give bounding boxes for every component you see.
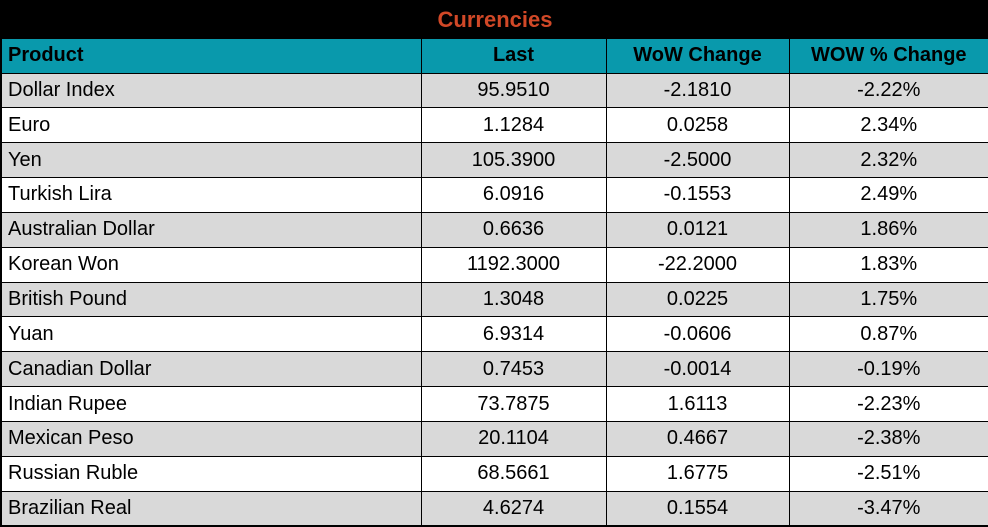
table-row: Indian Rupee 73.7875 1.6113 -2.23%	[0, 386, 988, 422]
table-row: Mexican Peso 20.1104 0.4667 -2.38%	[0, 420, 988, 457]
cell-product: Brazilian Real	[0, 490, 422, 527]
cell-wow-change: -22.2000	[605, 246, 790, 283]
cell-product: Dollar Index	[0, 72, 422, 109]
cell-wow-pct-change: 2.49%	[788, 177, 988, 213]
table-row: Australian Dollar 0.6636 0.0121 1.86%	[0, 211, 988, 248]
cell-product: Korean Won	[0, 246, 422, 283]
cell-wow-change: 0.4667	[605, 420, 790, 457]
cell-product: Canadian Dollar	[0, 351, 422, 388]
cell-wow-change: 0.0258	[605, 107, 790, 144]
cell-wow-change: 0.0121	[605, 211, 790, 248]
cell-last: 1192.3000	[420, 246, 607, 283]
column-header-wow-pct-change: WOW % Change	[788, 37, 988, 74]
cell-wow-change: 1.6113	[605, 386, 790, 422]
cell-last: 105.3900	[420, 142, 607, 179]
cell-wow-change: 1.6775	[605, 455, 790, 492]
cell-wow-pct-change: 1.86%	[788, 211, 988, 248]
cell-wow-pct-change: 1.75%	[788, 281, 988, 318]
cell-wow-pct-change: 1.83%	[788, 246, 988, 283]
cell-product: Indian Rupee	[0, 386, 422, 422]
cell-product: Yuan	[0, 316, 422, 353]
table-title: Currencies	[1, 1, 988, 38]
table-body: Dollar Index 95.9510 -2.1810 -2.22% Euro 1.12…	[0, 72, 988, 527]
cell-product: Turkish Lira	[0, 177, 422, 213]
table-row: Russian Ruble 68.5661 1.6775 -2.51%	[0, 455, 988, 492]
cell-last: 73.7875	[420, 386, 607, 422]
cell-wow-change: 0.1554	[605, 490, 790, 527]
cell-last: 1.1284	[420, 107, 607, 144]
cell-wow-pct-change: -2.22%	[788, 72, 988, 109]
title-row: Currencies	[1, 1, 988, 38]
cell-product: Yen	[0, 142, 422, 179]
cell-wow-change: -0.0606	[605, 316, 790, 353]
cell-product: Russian Ruble	[0, 455, 422, 492]
table-row: Brazilian Real 4.6274 0.1554 -3.47%	[0, 490, 988, 527]
table-row: Yen 105.3900 -2.5000 2.32%	[0, 142, 988, 179]
cell-last: 1.3048	[420, 281, 607, 318]
table-row: Canadian Dollar 0.7453 -0.0014 -0.19%	[0, 351, 988, 388]
column-header-wow-change: WoW Change	[605, 37, 790, 74]
cell-product: Australian Dollar	[0, 211, 422, 248]
cell-wow-change: -0.0014	[605, 351, 790, 388]
cell-wow-pct-change: -2.51%	[788, 455, 988, 492]
cell-product: British Pound	[0, 281, 422, 318]
cell-wow-pct-change: 2.32%	[788, 142, 988, 179]
table-row: British Pound 1.3048 0.0225 1.75%	[0, 281, 988, 318]
column-header-last: Last	[420, 37, 607, 74]
cell-last: 0.6636	[420, 211, 607, 248]
cell-last: 6.9314	[420, 316, 607, 353]
cell-wow-pct-change: -2.23%	[788, 386, 988, 422]
header-row: Product Last WoW Change WOW % Change	[0, 37, 988, 74]
cell-wow-change: 0.0225	[605, 281, 790, 318]
cell-wow-pct-change: 0.87%	[788, 316, 988, 353]
cell-wow-pct-change: -3.47%	[788, 490, 988, 527]
cell-wow-change: -2.5000	[605, 142, 790, 179]
table-row: Euro 1.1284 0.0258 2.34%	[0, 107, 988, 144]
cell-last: 20.1104	[420, 420, 607, 457]
cell-last: 6.0916	[420, 177, 607, 213]
cell-wow-pct-change: -2.38%	[788, 420, 988, 457]
table-row: Dollar Index 95.9510 -2.1810 -2.22%	[0, 72, 988, 109]
table-row: Turkish Lira 6.0916 -0.1553 2.49%	[0, 177, 988, 213]
cell-wow-change: -0.1553	[605, 177, 790, 213]
cell-wow-pct-change: -0.19%	[788, 351, 988, 388]
table-row: Korean Won 1192.3000 -22.2000 1.83%	[0, 246, 988, 283]
cell-last: 95.9510	[420, 72, 607, 109]
cell-last: 0.7453	[420, 351, 607, 388]
cell-product: Euro	[0, 107, 422, 144]
cell-last: 4.6274	[420, 490, 607, 527]
column-header-product: Product	[0, 37, 422, 74]
cell-last: 68.5661	[420, 455, 607, 492]
cell-wow-pct-change: 2.34%	[788, 107, 988, 144]
table-row: Yuan 6.9314 -0.0606 0.87%	[0, 316, 988, 353]
cell-wow-change: -2.1810	[605, 72, 790, 109]
cell-product: Mexican Peso	[0, 420, 422, 457]
